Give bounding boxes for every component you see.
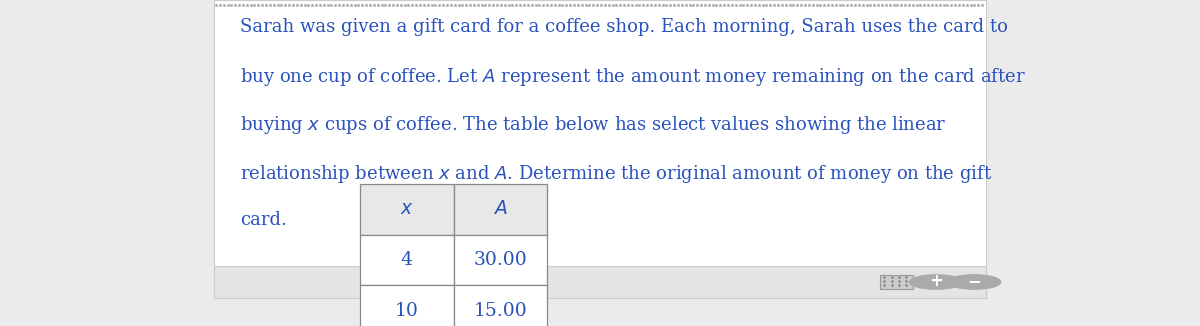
Circle shape (948, 275, 1001, 289)
FancyBboxPatch shape (214, 0, 986, 298)
Text: +: + (929, 272, 943, 290)
Bar (454, 285, 547, 326)
Text: card.: card. (240, 211, 287, 229)
Bar (360, 235, 454, 285)
Text: $A$: $A$ (493, 200, 508, 218)
Text: $x$: $x$ (400, 200, 414, 218)
FancyBboxPatch shape (880, 275, 913, 289)
Text: −: − (967, 272, 982, 290)
Text: Sarah was given a gift card for a coffee shop. Each morning, Sarah uses the card: Sarah was given a gift card for a coffee… (240, 18, 1008, 36)
Text: buy one cup of coffee. Let $A$ represent the amount money remaining on the card : buy one cup of coffee. Let $A$ represent… (240, 66, 1026, 88)
Text: 15.00: 15.00 (474, 302, 527, 319)
Bar (360, 184, 454, 235)
Text: buying $x$ cups of coffee. The table below has select values showing the linear: buying $x$ cups of coffee. The table bel… (240, 114, 947, 136)
Bar (454, 235, 547, 285)
Text: 10: 10 (395, 302, 419, 319)
FancyBboxPatch shape (214, 266, 986, 298)
Text: 30.00: 30.00 (474, 251, 527, 269)
Bar (454, 184, 547, 235)
Circle shape (910, 275, 962, 289)
Bar (360, 285, 454, 326)
Text: relationship between $x$ and $A$. Determine the original amount of money on the : relationship between $x$ and $A$. Determ… (240, 163, 992, 185)
Text: 4: 4 (401, 251, 413, 269)
